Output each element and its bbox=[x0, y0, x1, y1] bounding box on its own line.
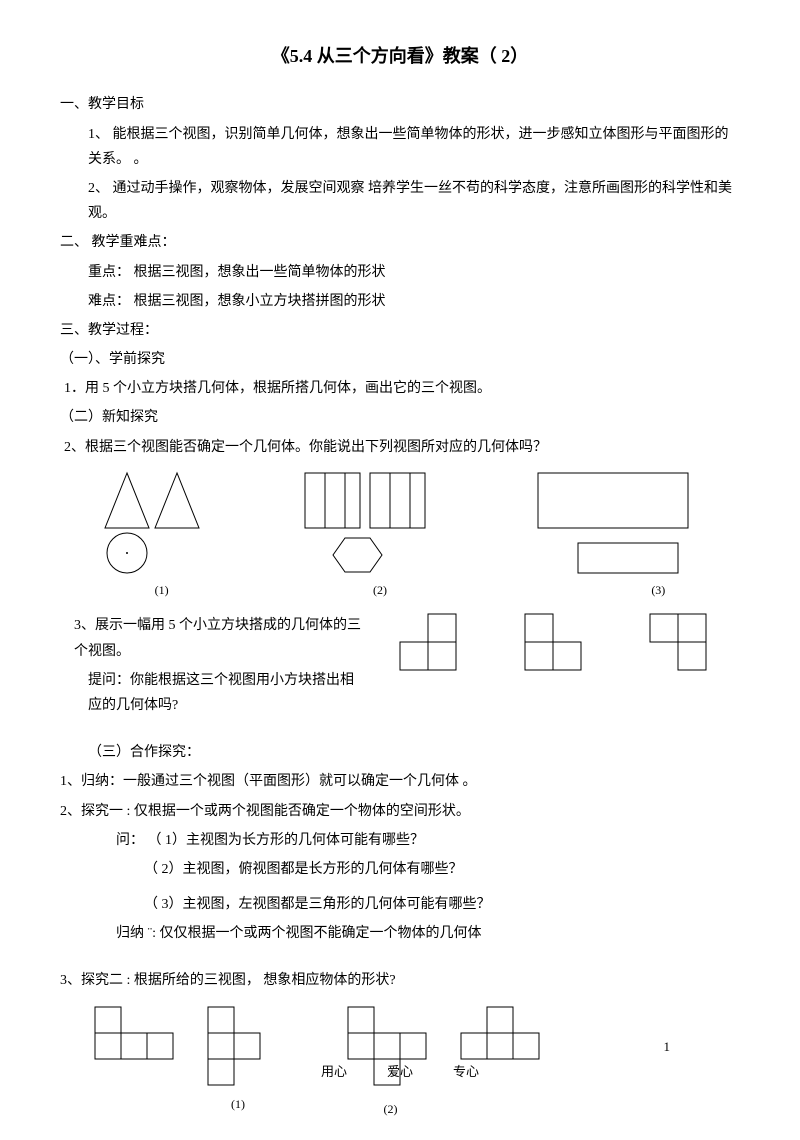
explore-1-q1: 问： （ 1）主视图为长方形的几何体可能有哪些？ bbox=[60, 828, 740, 853]
task-b3a: 3、展示一幅用 5 个小立方块搭成的几何体的三个视图。 bbox=[74, 613, 366, 663]
figure-2-label: (2) bbox=[373, 580, 387, 602]
bottom-grid-1b bbox=[203, 1002, 273, 1092]
figure-3-label: (3) bbox=[651, 580, 665, 602]
section-1-heading: 一、教学目标 bbox=[60, 92, 740, 117]
difficulty: 难点： 根据三视图，想象小立方块搭拼图的形状 bbox=[60, 289, 740, 314]
task-a1: 1．用 5 个小立方块搭几何体，根据所搭几何体，画出它的三个视图。 bbox=[64, 376, 740, 401]
task-b3-wrap: 3、展示一幅用 5 个小立方块搭成的几何体的三个视图。 提问：你能根据这三个视图… bbox=[60, 609, 740, 722]
section-2-heading: 二、 教学重难点： bbox=[60, 230, 740, 255]
grid-view-3 bbox=[643, 609, 713, 704]
explore-1-q2: （ 2）主视图，俯视图都是长方形的几何体有哪些？ bbox=[60, 857, 740, 882]
explore-1-q3: （ 3）主视图，左视图都是三角形的几何体可能有哪些？ bbox=[60, 892, 740, 917]
figure-1: (1) bbox=[97, 468, 227, 602]
sub-c-heading: （三）合作探究： bbox=[60, 740, 740, 765]
bottom-label-1: (1) bbox=[231, 1094, 245, 1116]
page-title: 《5.4 从三个方向看》教案（ 2） bbox=[60, 40, 740, 72]
explore-2: 3、探究二 : 根据所给的三视图， 想象相应物体的形状? bbox=[60, 968, 740, 993]
task-b2: 2、根据三个视图能否确定一个几何体。你能说出下列视图所对应的几何体吗？ bbox=[64, 435, 740, 460]
figure-3: (3) bbox=[533, 468, 703, 602]
footer-text-3: 专心 bbox=[453, 1060, 479, 1083]
page-number: 1 bbox=[664, 1035, 671, 1058]
grid-view-2 bbox=[518, 609, 588, 679]
figure-2: (2) bbox=[300, 468, 460, 602]
sub-b-heading: （二）新知探究 bbox=[60, 405, 740, 430]
figure-1-label: (1) bbox=[155, 580, 169, 602]
key-point: 重点： 根据三视图，想象出一些简单物体的形状 bbox=[60, 260, 740, 285]
explore-1: 2、探究一 : 仅根据一个或两个视图能否确定一个物体的空间形状。 bbox=[60, 799, 740, 824]
footer-text-1: 用心 bbox=[321, 1060, 347, 1083]
bottom-grid-1a bbox=[90, 1002, 185, 1072]
task-b3b: 提问：你能根据这三个视图用小方块搭出相应的几何体吗? bbox=[88, 668, 366, 718]
explore-1-summary: 归纳 ¨: 仅仅根据一个或两个视图不能确定一个物体的几何体 bbox=[60, 921, 740, 946]
bottom-label-2: (2) bbox=[384, 1099, 398, 1121]
grid-view-1 bbox=[393, 609, 463, 679]
figure-row-1: (1) (2) (3) bbox=[60, 468, 740, 602]
section-3-heading: 三、教学过程： bbox=[60, 318, 740, 343]
summary-1: 1、归纳：一般通过三个视图（平面图形）就可以确定一个几何体 。 bbox=[60, 769, 740, 794]
goal-1: 1、 能根据三个视图，识别简单几何体，想象出一些简单物体的形状，进一步感知立体图… bbox=[60, 122, 740, 172]
footer-text-2: 爱心 bbox=[387, 1060, 413, 1083]
sub-a-heading: （一）、学前探究 bbox=[60, 347, 740, 372]
goal-2: 2、 通过动手操作，观察物体，发展空间观察 培养学生一丝不苟的科学态度，注意所画… bbox=[60, 176, 740, 226]
